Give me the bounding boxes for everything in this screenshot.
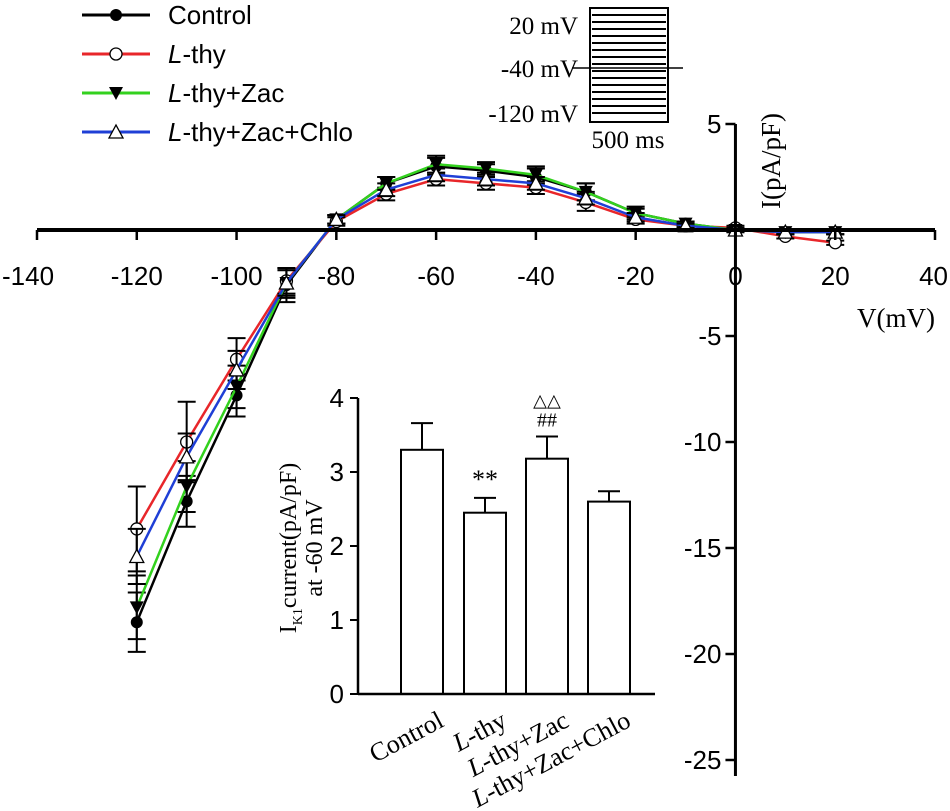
legend-label: L-thy xyxy=(168,39,226,69)
x-tick-label: -120 xyxy=(111,261,163,291)
protocol-time-label: 500 ms xyxy=(592,127,665,154)
legend-item: L-thy+Zac+Chlo xyxy=(82,117,353,147)
x-tick-label: -100 xyxy=(211,261,263,291)
data-point-marker xyxy=(109,47,123,61)
bar-control xyxy=(400,422,444,695)
legend-label: Control xyxy=(168,0,252,30)
data-point-marker xyxy=(527,174,544,191)
y-tick-label: -15 xyxy=(684,533,722,563)
legend-item: Control xyxy=(82,0,252,30)
y-tick-label: -5 xyxy=(698,321,721,351)
x-tick-label: -60 xyxy=(417,261,455,291)
y-tick-label: 5 xyxy=(707,109,721,139)
data-point-marker xyxy=(228,361,245,377)
x-tick-label: -140 xyxy=(2,261,54,291)
protocol-label-mid: -40 mV xyxy=(501,56,578,83)
bar-rect xyxy=(587,500,631,695)
x-tick-label: -40 xyxy=(517,261,555,291)
protocol-label-top: 20 mV xyxy=(509,13,578,40)
legend-label: L-thy+Zac xyxy=(168,78,284,108)
legend-label: L-thy+Zac+Chlo xyxy=(168,117,353,147)
data-point-marker xyxy=(178,448,195,464)
x-axis-label: V(mV) xyxy=(857,303,935,333)
bar-rect xyxy=(525,457,569,695)
data-point-marker xyxy=(577,189,594,205)
bar-l-thy-zac-chlo xyxy=(587,490,631,695)
data-point-marker xyxy=(378,181,395,197)
data-point-marker xyxy=(477,170,495,186)
data-point-marker xyxy=(479,162,493,176)
significance-marker-top: △△ xyxy=(533,390,561,410)
legend-item: L-thy xyxy=(82,39,226,69)
iv-curve-chart: -140 -120 -100 -80 -60 -40 -20 0 20 405-5-10-15-2… xyxy=(2,109,948,776)
x-tick-label: 40 xyxy=(919,261,948,291)
y-axis-label: I(pA/pF) xyxy=(756,113,786,209)
x-tick-label: -20 xyxy=(617,261,655,291)
data-point-marker xyxy=(109,87,123,100)
x-tick-label: 0 xyxy=(728,261,742,291)
bar-rect xyxy=(400,448,444,695)
bar-y-axis-label-line2: at -60 mV xyxy=(302,499,328,597)
bar-y-tick-label: 4 xyxy=(330,383,344,413)
data-point-marker xyxy=(110,9,122,21)
y-tick-label: -20 xyxy=(684,639,722,669)
bar-y-tick-label: 0 xyxy=(330,679,344,709)
data-point-marker xyxy=(107,123,125,139)
x-tick-label: 20 xyxy=(821,261,850,291)
y-tick-label: -25 xyxy=(684,745,722,775)
bar-l-thy-zac: ##△△ xyxy=(525,390,569,695)
protocol-label-bottom: -120 mV xyxy=(488,101,578,128)
data-point-marker xyxy=(428,166,445,182)
significance-marker: ** xyxy=(472,465,498,494)
bar-l-thy: ** xyxy=(463,465,507,696)
legend-item: L-thy+Zac xyxy=(82,78,284,108)
y-tick-label: -10 xyxy=(684,427,722,457)
series-l-thy-zac-chlo xyxy=(127,166,845,586)
data-point-marker xyxy=(128,548,145,564)
bar-rect xyxy=(463,511,507,696)
data-point-marker xyxy=(627,208,644,224)
voltage-protocol-inset: 20 mV -40 mV -120 mV 500 ms xyxy=(488,7,683,154)
legend: Control L-thy L-thy+Zac L-thy+Zac+Chlo xyxy=(82,0,353,147)
significance-marker: ## xyxy=(537,409,557,431)
x-tick-label: -80 xyxy=(318,261,356,291)
data-point-marker xyxy=(179,480,194,494)
data-point-marker xyxy=(328,211,345,227)
bar-category-label: Control xyxy=(364,705,448,768)
data-point-marker xyxy=(429,158,444,172)
data-point-marker xyxy=(129,601,144,615)
bar-y-tick-label: 2 xyxy=(330,531,344,561)
data-point-marker xyxy=(278,274,295,290)
bar-y-tick-label: 1 xyxy=(330,605,344,635)
bar-y-axis-label: IK1current(pA/pF) xyxy=(276,463,306,633)
bar-y-tick-label: 3 xyxy=(330,457,344,487)
